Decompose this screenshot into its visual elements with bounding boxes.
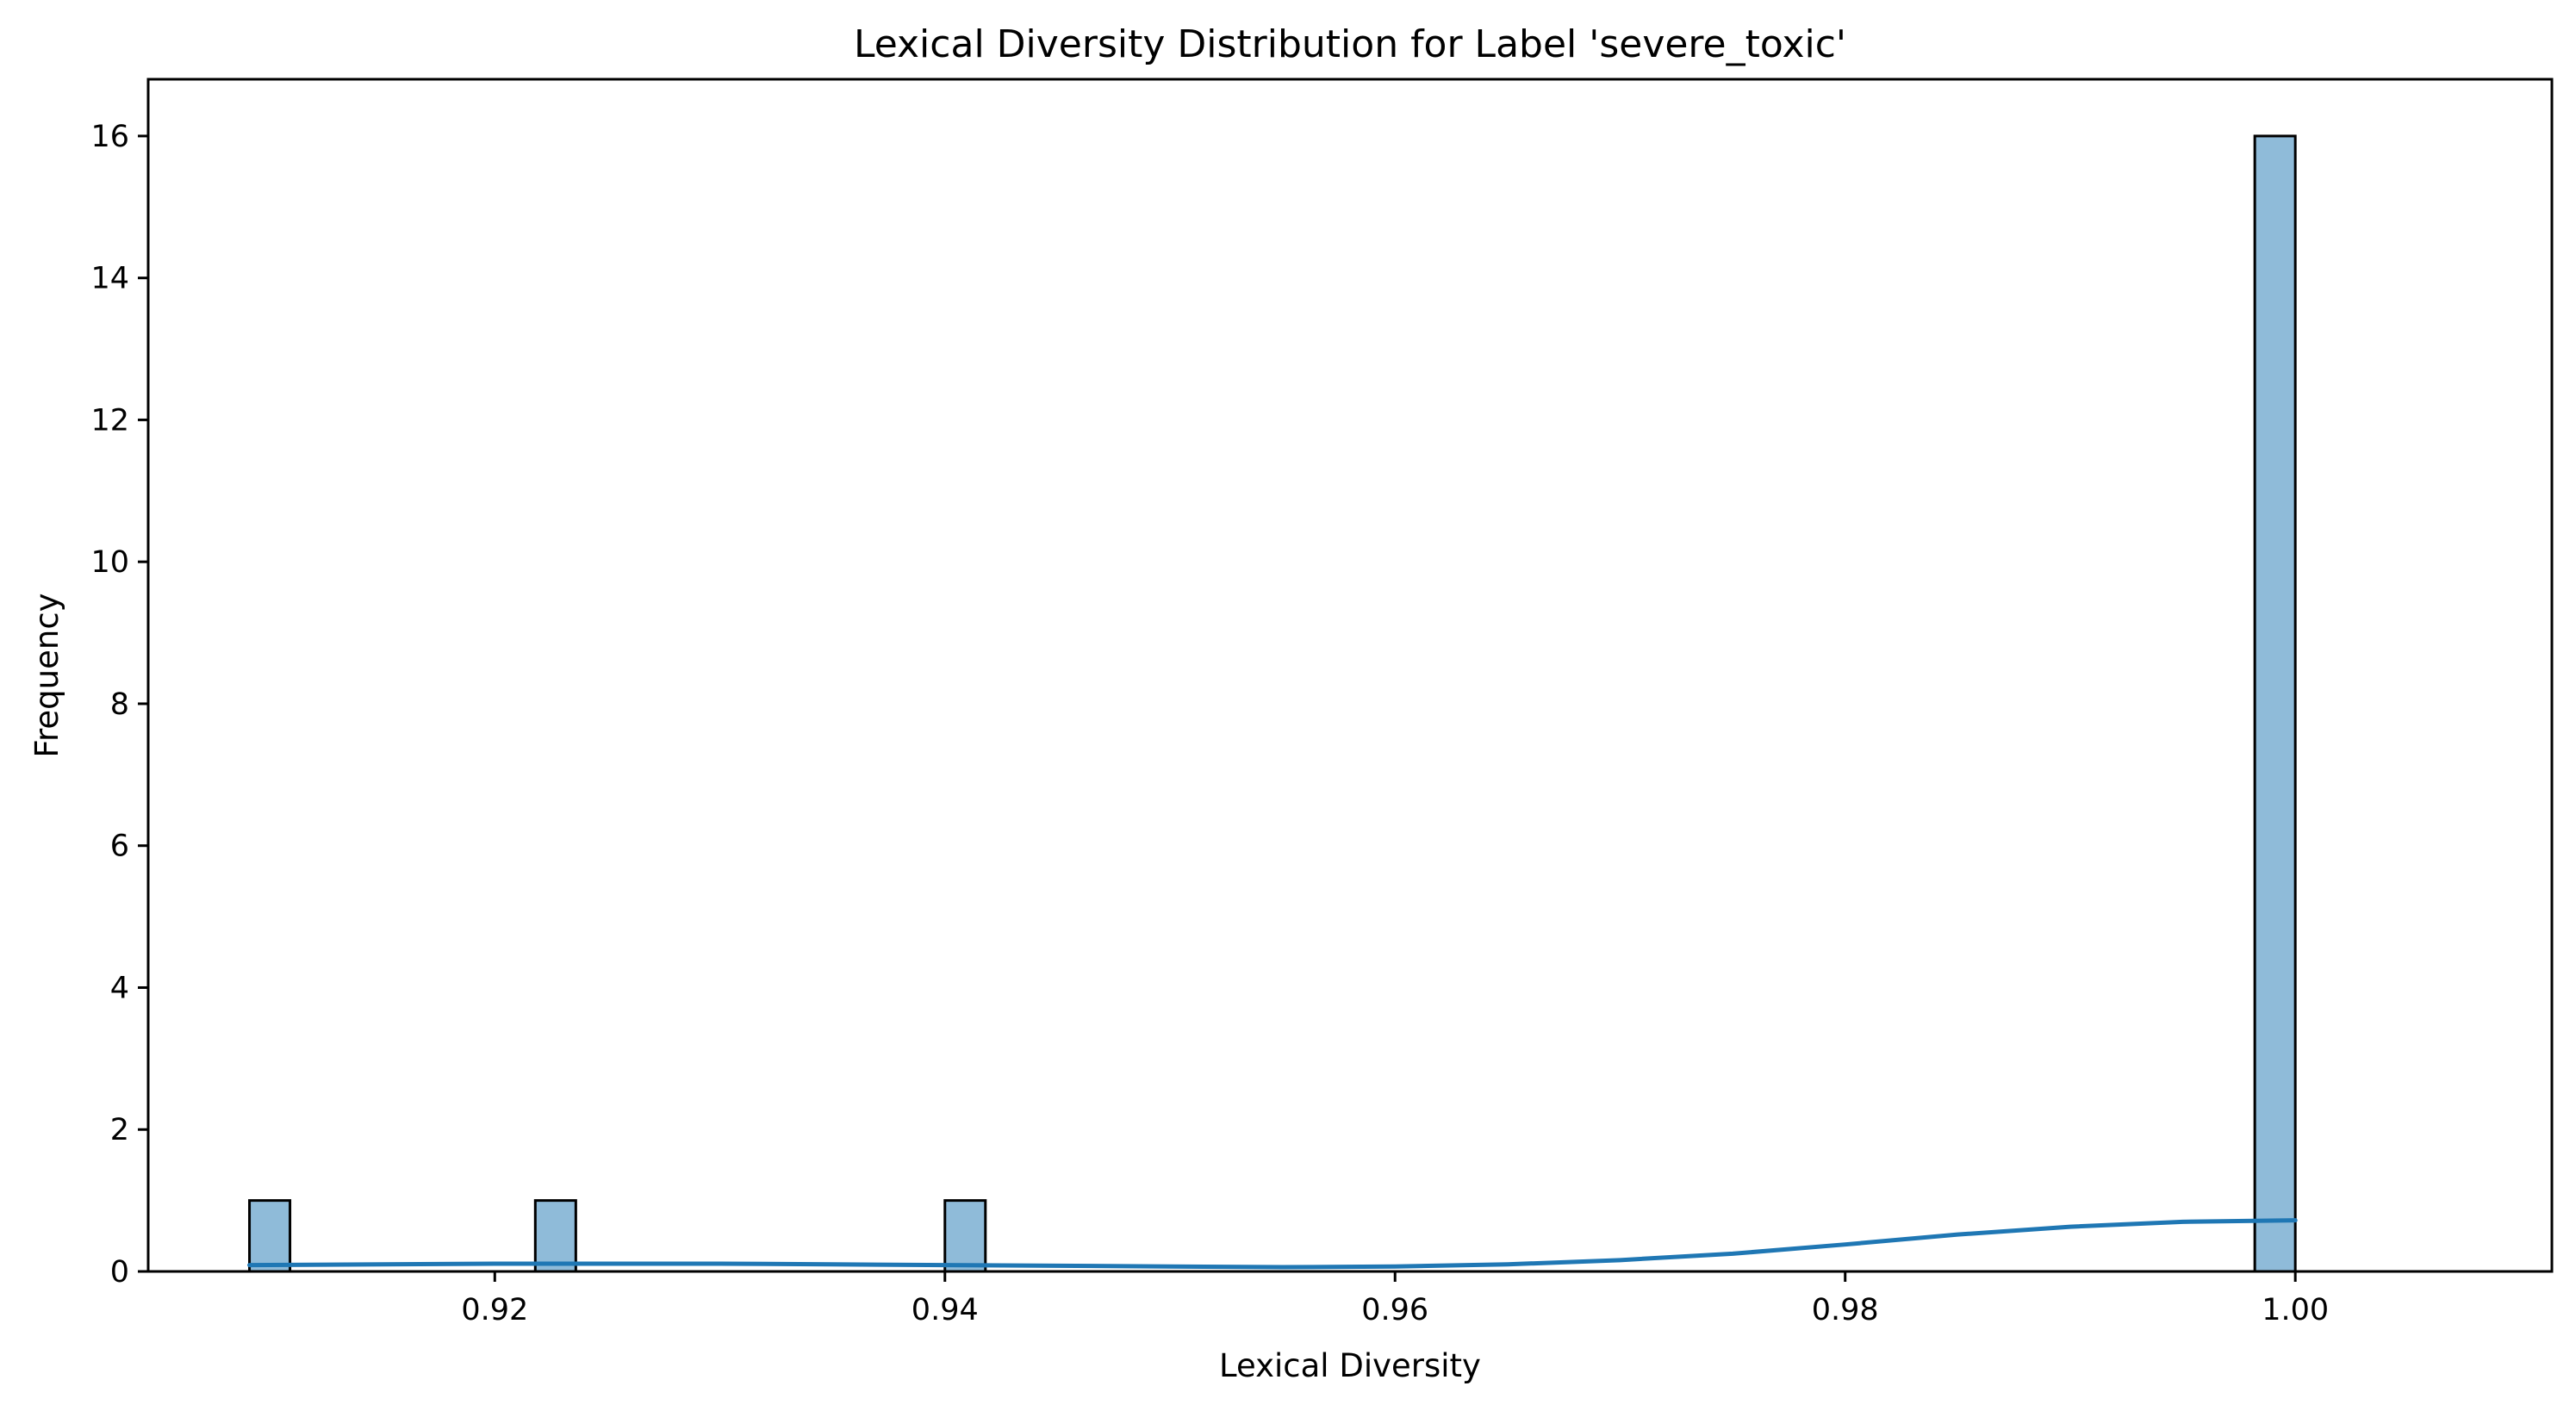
x-tick-label: 0.92: [461, 1293, 528, 1327]
y-tick-label: 10: [90, 545, 129, 580]
y-tick-label: 4: [110, 971, 129, 1005]
y-tick-label: 0: [110, 1255, 129, 1290]
kde-curve: [247, 1218, 2298, 1270]
x-tick-label: 0.94: [912, 1293, 979, 1327]
x-tick-label: 1.00: [2262, 1293, 2329, 1327]
y-axis-ticks: 0 2 4 6 8 10 12 14 16: [90, 120, 148, 1290]
y-tick-label: 16: [90, 120, 129, 154]
x-tick-label: 0.96: [1361, 1293, 1428, 1327]
y-tick-label: 8: [110, 687, 129, 722]
histogram-bars: [248, 134, 2297, 1273]
x-tick-label: 0.98: [1812, 1293, 1879, 1327]
plot-area: [148, 79, 2552, 1271]
x-axis-ticks: 0.92 0.94 0.96 0.98 1.00: [461, 1271, 2329, 1327]
y-tick-label: 2: [110, 1113, 129, 1147]
histogram-bar: [943, 1199, 987, 1273]
chart-title: Lexical Diversity Distribution for Label…: [854, 22, 1846, 66]
histogram-bar: [2253, 134, 2297, 1273]
y-tick-label: 6: [110, 830, 129, 864]
y-axis-label: Frequency: [28, 593, 65, 757]
histogram-bar: [533, 1199, 577, 1273]
y-tick-label: 12: [90, 403, 129, 438]
plot-frame: [146, 78, 2554, 1273]
y-tick-label: 14: [90, 262, 129, 296]
histogram-bar: [248, 1199, 292, 1273]
x-axis-label: Lexical Diversity: [1219, 1347, 1481, 1384]
